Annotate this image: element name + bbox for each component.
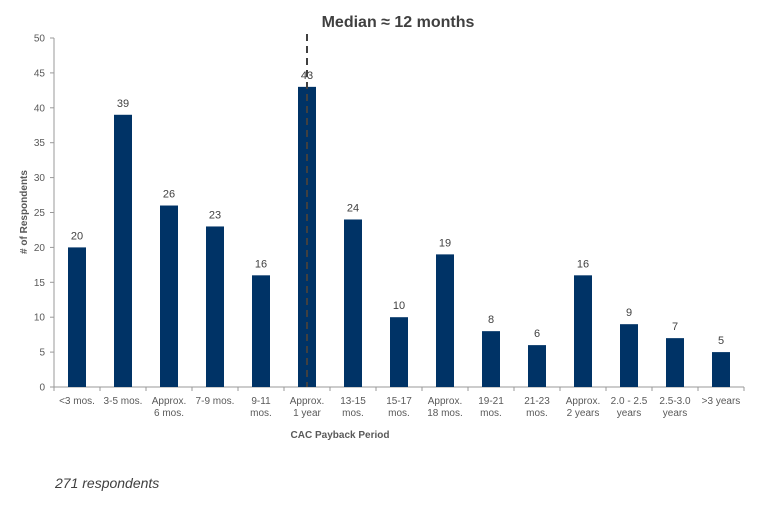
y-tick-label: 35 (34, 138, 46, 149)
category-label: >3 years (702, 396, 741, 407)
category-label: 21-23 mos. (524, 396, 550, 419)
y-tick-label: 25 (34, 208, 46, 219)
category-label: Approx. 6 mos. (152, 396, 186, 419)
category-label: 13-15 mos. (340, 396, 366, 419)
median-annotation: Median ≈ 12 months (322, 14, 475, 31)
bar (620, 324, 638, 387)
category-labels: <3 mos. 3-5 mos. Approx. 6 mos. 7-9 mos. 9-11… (59, 396, 740, 419)
bar-chart: Median ≈ 12 months # of Respondents CAC … (19, 14, 745, 441)
data-label: 20 (71, 230, 83, 242)
data-label: 39 (117, 98, 129, 110)
bar (344, 219, 362, 387)
bar (482, 331, 500, 387)
y-tick-label: 10 (34, 313, 46, 324)
x-axis-label: CAC Payback Period (291, 430, 390, 441)
category-label: Approx. 2 years (566, 396, 600, 419)
data-label: 26 (163, 189, 175, 201)
bar (206, 226, 224, 387)
category-label: 9-11 mos. (250, 396, 272, 419)
bar (528, 345, 546, 387)
category-label: 3-5 mos. (104, 396, 143, 407)
bar (160, 205, 178, 387)
category-label: 15-17 mos. (386, 396, 412, 419)
category-label: Approx. 18 mos. (427, 396, 463, 419)
y-tick-label: 50 (34, 34, 46, 45)
data-label: 6 (534, 328, 540, 340)
bar (666, 338, 684, 387)
data-labels: 2039262316432410198616975 (71, 70, 724, 347)
category-label: Approx. 1 year (290, 396, 324, 419)
data-label: 7 (672, 321, 678, 333)
y-tick-label: 0 (39, 383, 45, 394)
category-label: 19-21 mos. (478, 396, 504, 419)
y-tick-label: 20 (34, 243, 46, 254)
category-label: 2.0 - 2.5 years (611, 396, 648, 419)
y-axis-label: # of Respondents (19, 170, 30, 254)
bar (390, 317, 408, 387)
data-label: 5 (718, 335, 724, 347)
data-label: 23 (209, 209, 221, 221)
y-tick-label: 40 (34, 103, 46, 114)
y-tick-label: 30 (34, 173, 46, 184)
respondents-footnote: 271 respondents (55, 475, 160, 491)
y-tick-label: 5 (39, 348, 45, 359)
bar (298, 86, 316, 388)
category-label: 7-9 mos. (196, 396, 235, 407)
x-axis (53, 386, 745, 391)
y-tick-label: 45 (34, 68, 46, 79)
bar (252, 275, 270, 387)
bar (712, 352, 730, 387)
data-label: 10 (393, 300, 405, 312)
data-label: 16 (577, 258, 589, 270)
data-label: 16 (255, 258, 267, 270)
data-label: 8 (488, 314, 494, 326)
data-label: 9 (626, 307, 632, 319)
y-axis: 0 5 10 15 20 25 30 35 40 45 50 (34, 34, 55, 394)
bar (574, 275, 592, 387)
bar (114, 114, 132, 387)
bars (68, 86, 730, 388)
y-tick-label: 15 (34, 278, 46, 289)
bar (436, 254, 454, 387)
data-label: 19 (439, 237, 451, 249)
category-label: <3 mos. (59, 396, 95, 407)
category-label: 2.5-3.0 years (659, 396, 691, 419)
data-label: 24 (347, 202, 359, 214)
bar (68, 247, 86, 387)
